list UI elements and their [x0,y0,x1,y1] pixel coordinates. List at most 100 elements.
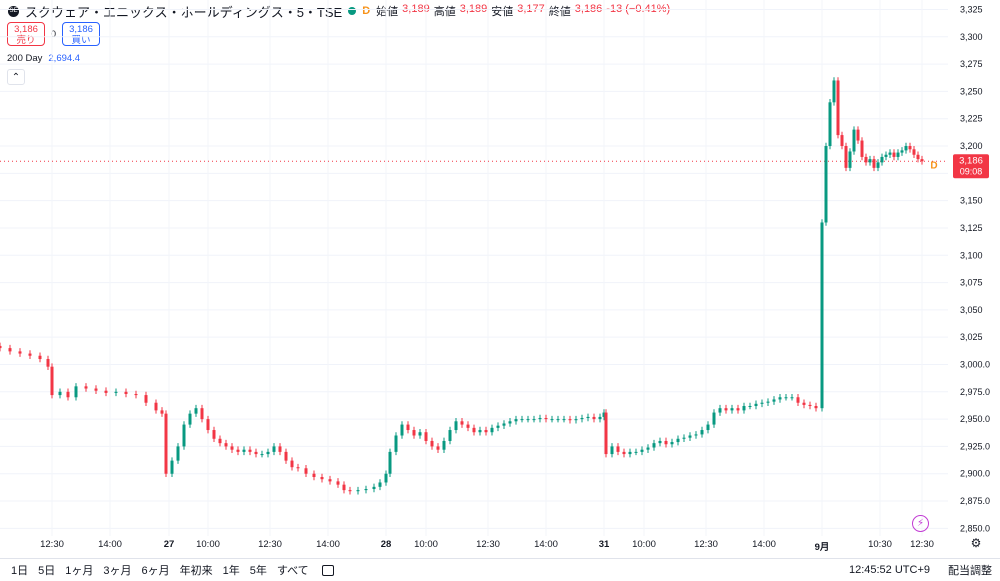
sell-button[interactable]: 3,186 売り [7,22,45,46]
candle-body [188,413,192,425]
candle-body [372,486,376,490]
candle-body [920,159,924,162]
candle-body [144,395,148,403]
indicator-legend[interactable]: 200 Day 2,694.4 [7,53,80,64]
dividend-adjust-toggle[interactable]: 配当調整 [948,565,992,577]
sell-label: 売り [16,35,36,46]
candle-body [892,152,896,157]
candle-body [628,451,632,455]
candle-body [230,446,234,450]
time-tick-label: 12:30 [40,539,64,550]
price-tick-label: 3,100 [960,250,983,260]
clock[interactable]: 12:45:52 UTC+9 [848,564,930,576]
range-button-2[interactable]: 1ヶ月 [65,565,94,577]
candle-body [454,421,458,431]
candle-body [640,449,644,452]
candle-body [658,440,662,444]
candle-body [224,443,228,447]
range-button-7[interactable]: 5年 [249,565,267,577]
candle-body [478,430,482,433]
candle-body [742,406,746,411]
candle-body [490,427,494,433]
candle-body [580,418,584,420]
candle-body [348,490,352,492]
calendar-icon[interactable] [321,564,334,576]
candle-body [610,446,614,455]
candle-body [562,419,566,421]
candle-body [508,421,512,424]
lightning-icon[interactable]: ⚡ [912,515,929,532]
candle-body [176,446,180,461]
time-axis: 12:30 14:00 27 10:00 12:30 14:00 28 10:00 12:30 1… [0,536,948,553]
candle-body [900,150,904,153]
candle-body [718,408,722,413]
candle-body [460,421,464,425]
candle-body [772,399,776,402]
candle-body [550,419,554,421]
indicator-name: 200 Day [7,53,43,64]
candle-body [272,446,276,452]
symbol-title[interactable]: スクウェア・エニックス・ホールディングス・5・TSE [25,4,343,20]
price-chart[interactable]: 2,850.0 2,875.0 2,900.0 2,925.0 2,950.0 2,975… [0,0,1000,536]
candle-body [852,129,856,152]
candle-body [212,430,216,439]
candle-body [808,404,812,407]
candle-body [520,419,524,421]
collapse-legend-button[interactable]: ⌃ [7,69,25,85]
price-tick-label: 3,200 [960,141,983,151]
candle-body [694,434,698,436]
candle-body [828,102,832,147]
time-tick-label: 12:30 [258,539,282,550]
candle-body [38,355,42,360]
trade-panel: 3,186 売り 0 3,186 買い [7,22,101,46]
candle-body [342,484,346,491]
range-button-4[interactable]: 6ヶ月 [141,565,170,577]
candle-body [436,446,440,450]
candle-body [760,402,764,404]
price-tick-label: 3,075 [960,278,983,288]
price-tick-label: 3,300 [960,32,983,42]
candle-body [430,440,434,447]
candle-body [908,146,912,150]
range-button-3[interactable]: 3ヶ月 [103,565,132,577]
range-button-0[interactable]: 1日 [11,565,29,577]
candle-body [916,154,920,160]
price-axis: 2,850.0 2,875.0 2,900.0 2,925.0 2,950.0 2,975… [960,4,990,533]
candle-body [248,449,252,452]
candle-body [206,419,210,431]
price-tick-label: 3,050 [960,305,983,315]
range-button-6[interactable]: 1年 [222,565,240,577]
candle-body [754,403,758,407]
price-tick-label: 2,900.0 [960,469,990,479]
candle-body [50,366,54,396]
candle-body [320,477,324,480]
time-tick-label: 28 [380,539,392,550]
candle-body [46,359,50,367]
buy-button[interactable]: 3,186 買い [62,22,101,46]
range-button-5[interactable]: 年初来 [179,565,213,577]
candle-body [860,140,864,157]
candle-body [778,397,782,400]
candle-body [284,451,288,461]
candle-body [840,135,844,147]
candle-body [526,419,530,421]
candle-body [748,406,752,408]
time-tick-label: 14:00 [316,539,340,550]
candle-body [574,419,578,421]
candle-body [466,424,470,428]
candle-body [58,391,62,396]
candle-body [448,430,452,441]
candle-body [664,440,668,445]
last-price-text: 3,186 [959,155,983,166]
settings-gear-icon[interactable]: ⚙ [970,536,982,550]
range-button-8[interactable]: すべて [276,565,309,577]
candle-body [634,451,638,453]
time-tick-label: 31 [598,539,610,550]
range-button-1[interactable]: 5日 [38,565,56,577]
time-tick-label: 10:00 [414,539,438,550]
time-tick-label: 14:00 [534,539,558,550]
candle-body [832,80,836,103]
candle-body [700,430,704,435]
price-tick-label: 3,225 [960,114,983,124]
candle-body [364,489,368,491]
